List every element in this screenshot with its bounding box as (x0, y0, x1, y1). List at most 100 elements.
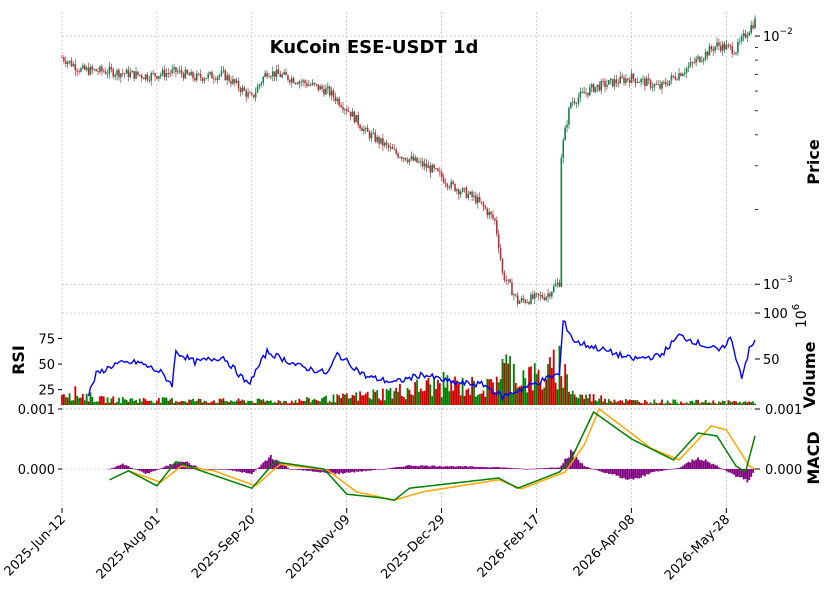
volume-bar (330, 402, 333, 405)
macd-hist-bar (602, 469, 605, 473)
macd-hist-bar (391, 467, 394, 469)
candle-body (374, 132, 377, 142)
macd-hist-bar (370, 469, 373, 471)
volume-bar (495, 376, 498, 405)
volume-bar (260, 400, 263, 405)
candle-body (594, 86, 597, 92)
candle-body (492, 214, 494, 219)
macd-hist-bar (624, 469, 627, 480)
macd-hist-bar (550, 467, 553, 469)
volume-bar (750, 402, 753, 405)
candle-body (294, 83, 297, 84)
macd-hist-bar (600, 469, 603, 472)
volume-bar (531, 390, 534, 405)
volume-bar (689, 401, 692, 405)
volume-bar (233, 401, 236, 405)
volume-bar (104, 402, 107, 405)
volume-bar (549, 357, 551, 405)
candle-body (252, 94, 255, 98)
volume-bar (80, 397, 82, 405)
volume-bar (212, 400, 215, 405)
volume-bar (680, 401, 682, 405)
candle-body (175, 67, 177, 73)
macd-hist-bar (539, 468, 542, 469)
volume-bar (661, 399, 663, 405)
volume-bar (461, 377, 464, 405)
candle-body (114, 74, 116, 77)
candle-body (640, 79, 642, 83)
macd-hist-bar (387, 468, 390, 469)
candle-body (545, 297, 547, 300)
candle-body (573, 101, 576, 104)
candle-body (494, 218, 496, 221)
candle-body (674, 76, 677, 80)
macd-hist-bar (306, 469, 308, 471)
volume-bar (662, 403, 665, 405)
candle-body (104, 71, 107, 74)
volume-bar (268, 400, 270, 405)
volume-bar (372, 389, 375, 405)
volume-bar (416, 379, 418, 405)
volume-bar (112, 396, 115, 405)
volume-bar (651, 403, 654, 405)
macd-hist-bar (349, 469, 352, 473)
volume-bar (91, 396, 94, 405)
candle-body (644, 78, 646, 87)
candle-body (112, 69, 115, 77)
volume-tick-label: 50 (763, 353, 780, 368)
candle-body (260, 82, 263, 85)
candle-body (592, 84, 595, 92)
candle-body (676, 79, 678, 81)
macd-hist-bar (573, 457, 576, 469)
macd-hist-bar (231, 469, 234, 471)
candle-body (699, 56, 701, 62)
volume-bar (178, 401, 181, 405)
candle-body (718, 42, 720, 46)
volume-bar (254, 403, 257, 405)
volume-bar (85, 393, 88, 405)
volume-bar (74, 386, 77, 405)
volume-bar (433, 377, 436, 405)
candle-body (330, 90, 333, 96)
candle-body (552, 286, 555, 293)
macd-hist-bar (473, 466, 475, 469)
macd-hist-bar (617, 469, 620, 476)
candle-body (95, 69, 97, 72)
macd-hist-bar (503, 467, 506, 469)
volume-bar (287, 403, 289, 405)
volume-bar (442, 371, 445, 405)
candle-body (680, 73, 682, 77)
candle-body (754, 18, 756, 29)
macd-hist-bar (142, 469, 145, 473)
volume-bar (180, 400, 183, 405)
macd-hist-bar (657, 469, 660, 472)
candle-body (600, 80, 603, 91)
macd-hist-bar (381, 469, 384, 470)
candle-body (359, 124, 361, 129)
volume-bar (712, 400, 715, 405)
macd-hist-bar (216, 469, 219, 470)
candle-body (486, 208, 489, 216)
macd-hist-bar (175, 463, 177, 469)
candle-body (587, 92, 589, 96)
candle-body (439, 171, 441, 173)
macd-hist-bar (607, 469, 610, 475)
volume-bar (499, 379, 502, 405)
volume-bar (89, 392, 92, 405)
candle-body (325, 88, 327, 95)
volume-bar (294, 400, 297, 405)
volume-bar (737, 402, 739, 405)
volume-bar (93, 402, 96, 405)
rsi-axis-label: RSI (9, 345, 28, 375)
volume-bar (319, 401, 322, 405)
volume-bar (463, 395, 466, 405)
volume-bar (235, 400, 238, 405)
macd-hist-bar (596, 469, 599, 471)
macd-hist-bar (588, 467, 591, 469)
macd-hist-bar (357, 469, 360, 472)
macd-hist-bar (366, 469, 369, 471)
macd-hist-bar (125, 465, 128, 469)
macd-hist-bar (283, 465, 286, 469)
macd-hist-bar (670, 469, 673, 470)
candle-body (628, 79, 631, 83)
